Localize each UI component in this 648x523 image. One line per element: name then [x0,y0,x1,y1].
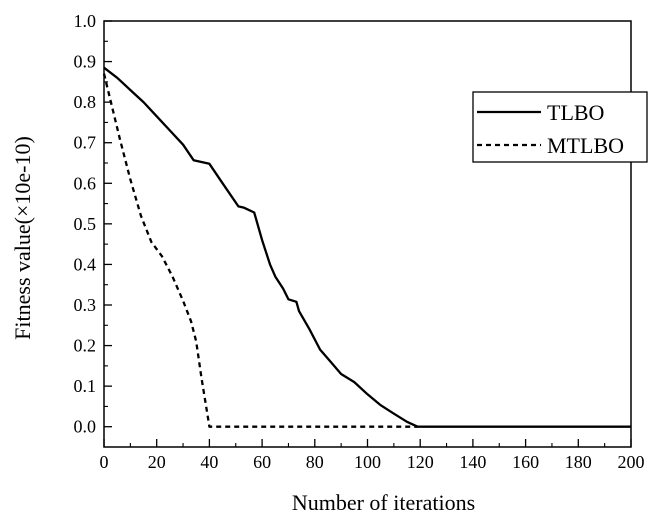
x-tick-label: 80 [306,452,324,472]
y-tick-label: 0.1 [74,376,97,396]
x-tick-label: 200 [618,452,645,472]
y-tick-label: 0.2 [74,336,97,356]
x-tick-label: 20 [148,452,166,472]
y-tick-label: 0.3 [74,295,97,315]
x-tick-label: 120 [407,452,434,472]
y-tick-label: 0.5 [74,214,97,234]
series-line-mtlbo [102,73,418,428]
y-axis-label: Fitness value(×10e-10) [10,136,35,340]
y-tick-label: 0.4 [74,254,97,274]
x-tick-label: 160 [512,452,539,472]
y-axis: 0.0 0.1 0.2 0.3 0.4 0.5 0.6 0.7 0.8 0.9 1.0 [74,11,112,437]
y-tick-label: 0.6 [74,173,97,193]
x-tick-label: 140 [459,452,486,472]
x-tick-label: 0 [100,452,109,472]
y-tick-label: 0.7 [74,133,97,153]
x-axis-label: Number of iterations [292,490,475,515]
y-tick-label: 0.0 [74,417,97,437]
series-group [102,66,631,428]
x-axis: 0 20 40 60 80 100 120 140 160 180 200 [100,439,645,472]
x-tick-label: 180 [565,452,592,472]
legend-label-tlbo: TLBO [547,100,604,125]
x-tick-label: 40 [200,452,218,472]
x-tick-label: 100 [354,452,381,472]
x-tick-label: 60 [253,452,271,472]
y-tick-label: 0.9 [74,52,97,72]
y-tick-label: 0.8 [74,92,97,112]
legend-box [472,91,648,163]
y-tick-label: 1.0 [74,11,97,31]
legend: TLBO MTLBO [472,91,648,163]
series-line-tlbo [103,66,631,428]
legend-label-mtlbo: MTLBO [547,133,624,158]
